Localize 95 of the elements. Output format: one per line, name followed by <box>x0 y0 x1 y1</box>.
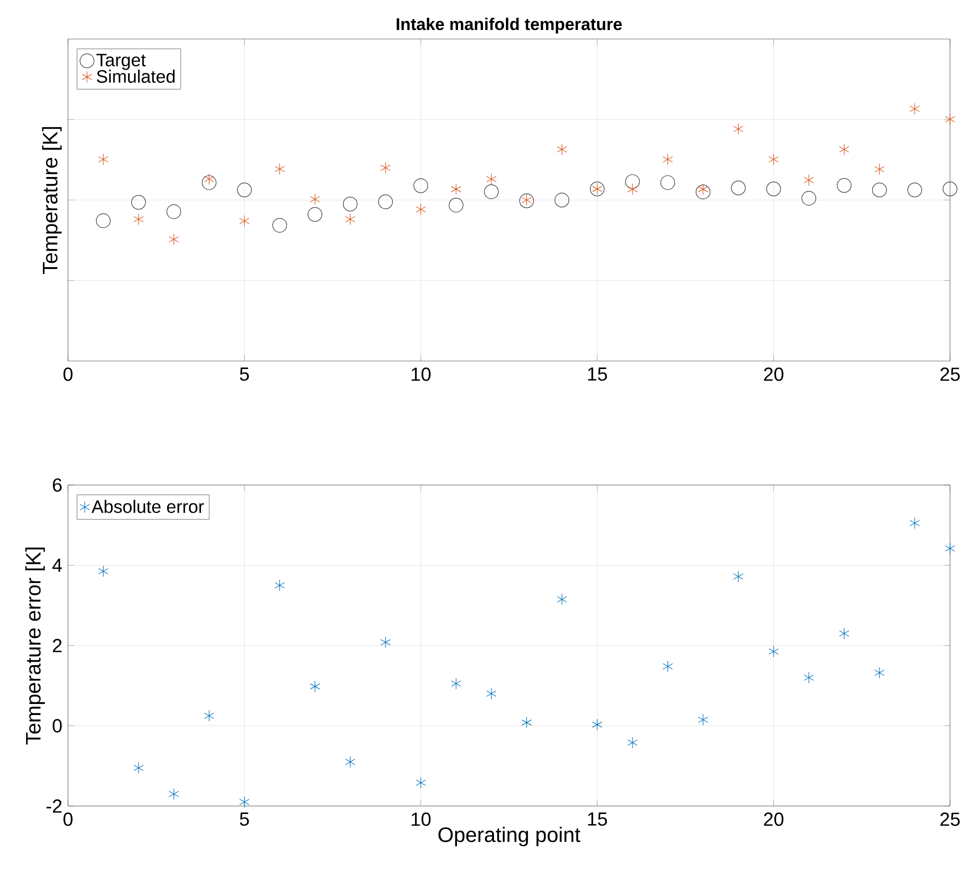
y-tick-label: 0 <box>52 719 62 732</box>
point <box>98 154 108 166</box>
point <box>345 213 356 226</box>
point <box>556 144 567 156</box>
point <box>133 762 144 774</box>
point <box>451 183 462 195</box>
point <box>345 756 356 768</box>
point <box>804 672 814 684</box>
point <box>804 174 814 186</box>
point <box>733 570 744 582</box>
point <box>910 517 920 529</box>
point <box>98 565 108 578</box>
point <box>237 182 252 198</box>
x-tick-label: 5 <box>240 368 249 381</box>
point <box>874 667 885 679</box>
x-tick-label: 0 <box>63 368 73 381</box>
legend-label: Simulated <box>96 70 175 83</box>
x-tick-label: 15 <box>588 812 607 826</box>
point <box>308 207 322 222</box>
point <box>802 190 816 206</box>
point <box>872 182 887 198</box>
point <box>942 182 958 196</box>
point <box>451 678 462 690</box>
point <box>416 776 426 789</box>
point <box>660 175 676 190</box>
point <box>239 796 250 808</box>
point <box>274 580 285 592</box>
point <box>96 213 111 228</box>
x-tick-label: 25 <box>940 368 960 381</box>
legend-label: Absolute error <box>92 500 204 514</box>
y-axis-title: Temperature [K] <box>42 127 62 274</box>
point <box>554 192 570 208</box>
point <box>944 542 956 554</box>
point <box>448 198 464 212</box>
point <box>166 204 182 219</box>
point <box>662 154 673 166</box>
point <box>486 173 496 185</box>
point <box>168 234 179 246</box>
y-tick-label: 4 <box>52 558 62 572</box>
point <box>766 182 781 196</box>
x-tick-label: 20 <box>764 812 784 826</box>
point <box>239 215 250 227</box>
point <box>874 163 885 176</box>
y-tick-label: -2 <box>46 799 62 813</box>
point <box>202 175 216 190</box>
x-tick-label: 10 <box>412 812 431 826</box>
point <box>907 182 922 198</box>
point <box>204 173 214 185</box>
point <box>204 710 214 722</box>
point <box>944 114 956 126</box>
point <box>768 154 779 166</box>
y-tick-label: 2 <box>52 638 62 652</box>
point <box>342 196 358 212</box>
point <box>698 714 708 726</box>
point <box>168 788 179 800</box>
point <box>627 736 638 748</box>
point <box>378 194 393 210</box>
point <box>272 218 287 233</box>
x-tick-label: 15 <box>588 368 607 381</box>
point <box>556 594 567 606</box>
x-axis-title: Operating point <box>438 826 580 846</box>
point <box>131 195 146 210</box>
x-tick-label: 25 <box>940 812 960 826</box>
point <box>274 163 285 175</box>
point <box>310 680 320 692</box>
point <box>696 184 710 200</box>
point <box>839 144 850 156</box>
point <box>698 183 708 195</box>
point <box>414 178 428 193</box>
point <box>416 204 426 216</box>
point <box>310 193 320 206</box>
point <box>592 718 602 730</box>
point <box>486 688 496 700</box>
point <box>731 180 746 196</box>
point <box>522 716 532 728</box>
point <box>768 646 779 658</box>
x-tick-label: 0 <box>63 812 73 826</box>
point <box>484 184 499 200</box>
x-tick-label: 5 <box>240 812 249 826</box>
legend-label: Target <box>96 54 146 70</box>
point <box>733 123 744 135</box>
x-tick-label: 20 <box>764 368 784 381</box>
point <box>133 213 144 226</box>
point <box>662 660 673 672</box>
y-axis-title: Temperature error [K] <box>25 548 45 744</box>
point <box>627 183 638 195</box>
y-tick-label: 6 <box>52 478 62 492</box>
point <box>380 162 391 174</box>
point <box>836 178 852 193</box>
chart-title: Intake manifold temperature <box>396 18 622 34</box>
point <box>380 636 391 648</box>
point <box>625 174 640 189</box>
x-tick-label: 10 <box>412 368 431 381</box>
point <box>910 102 920 115</box>
point <box>839 628 850 640</box>
